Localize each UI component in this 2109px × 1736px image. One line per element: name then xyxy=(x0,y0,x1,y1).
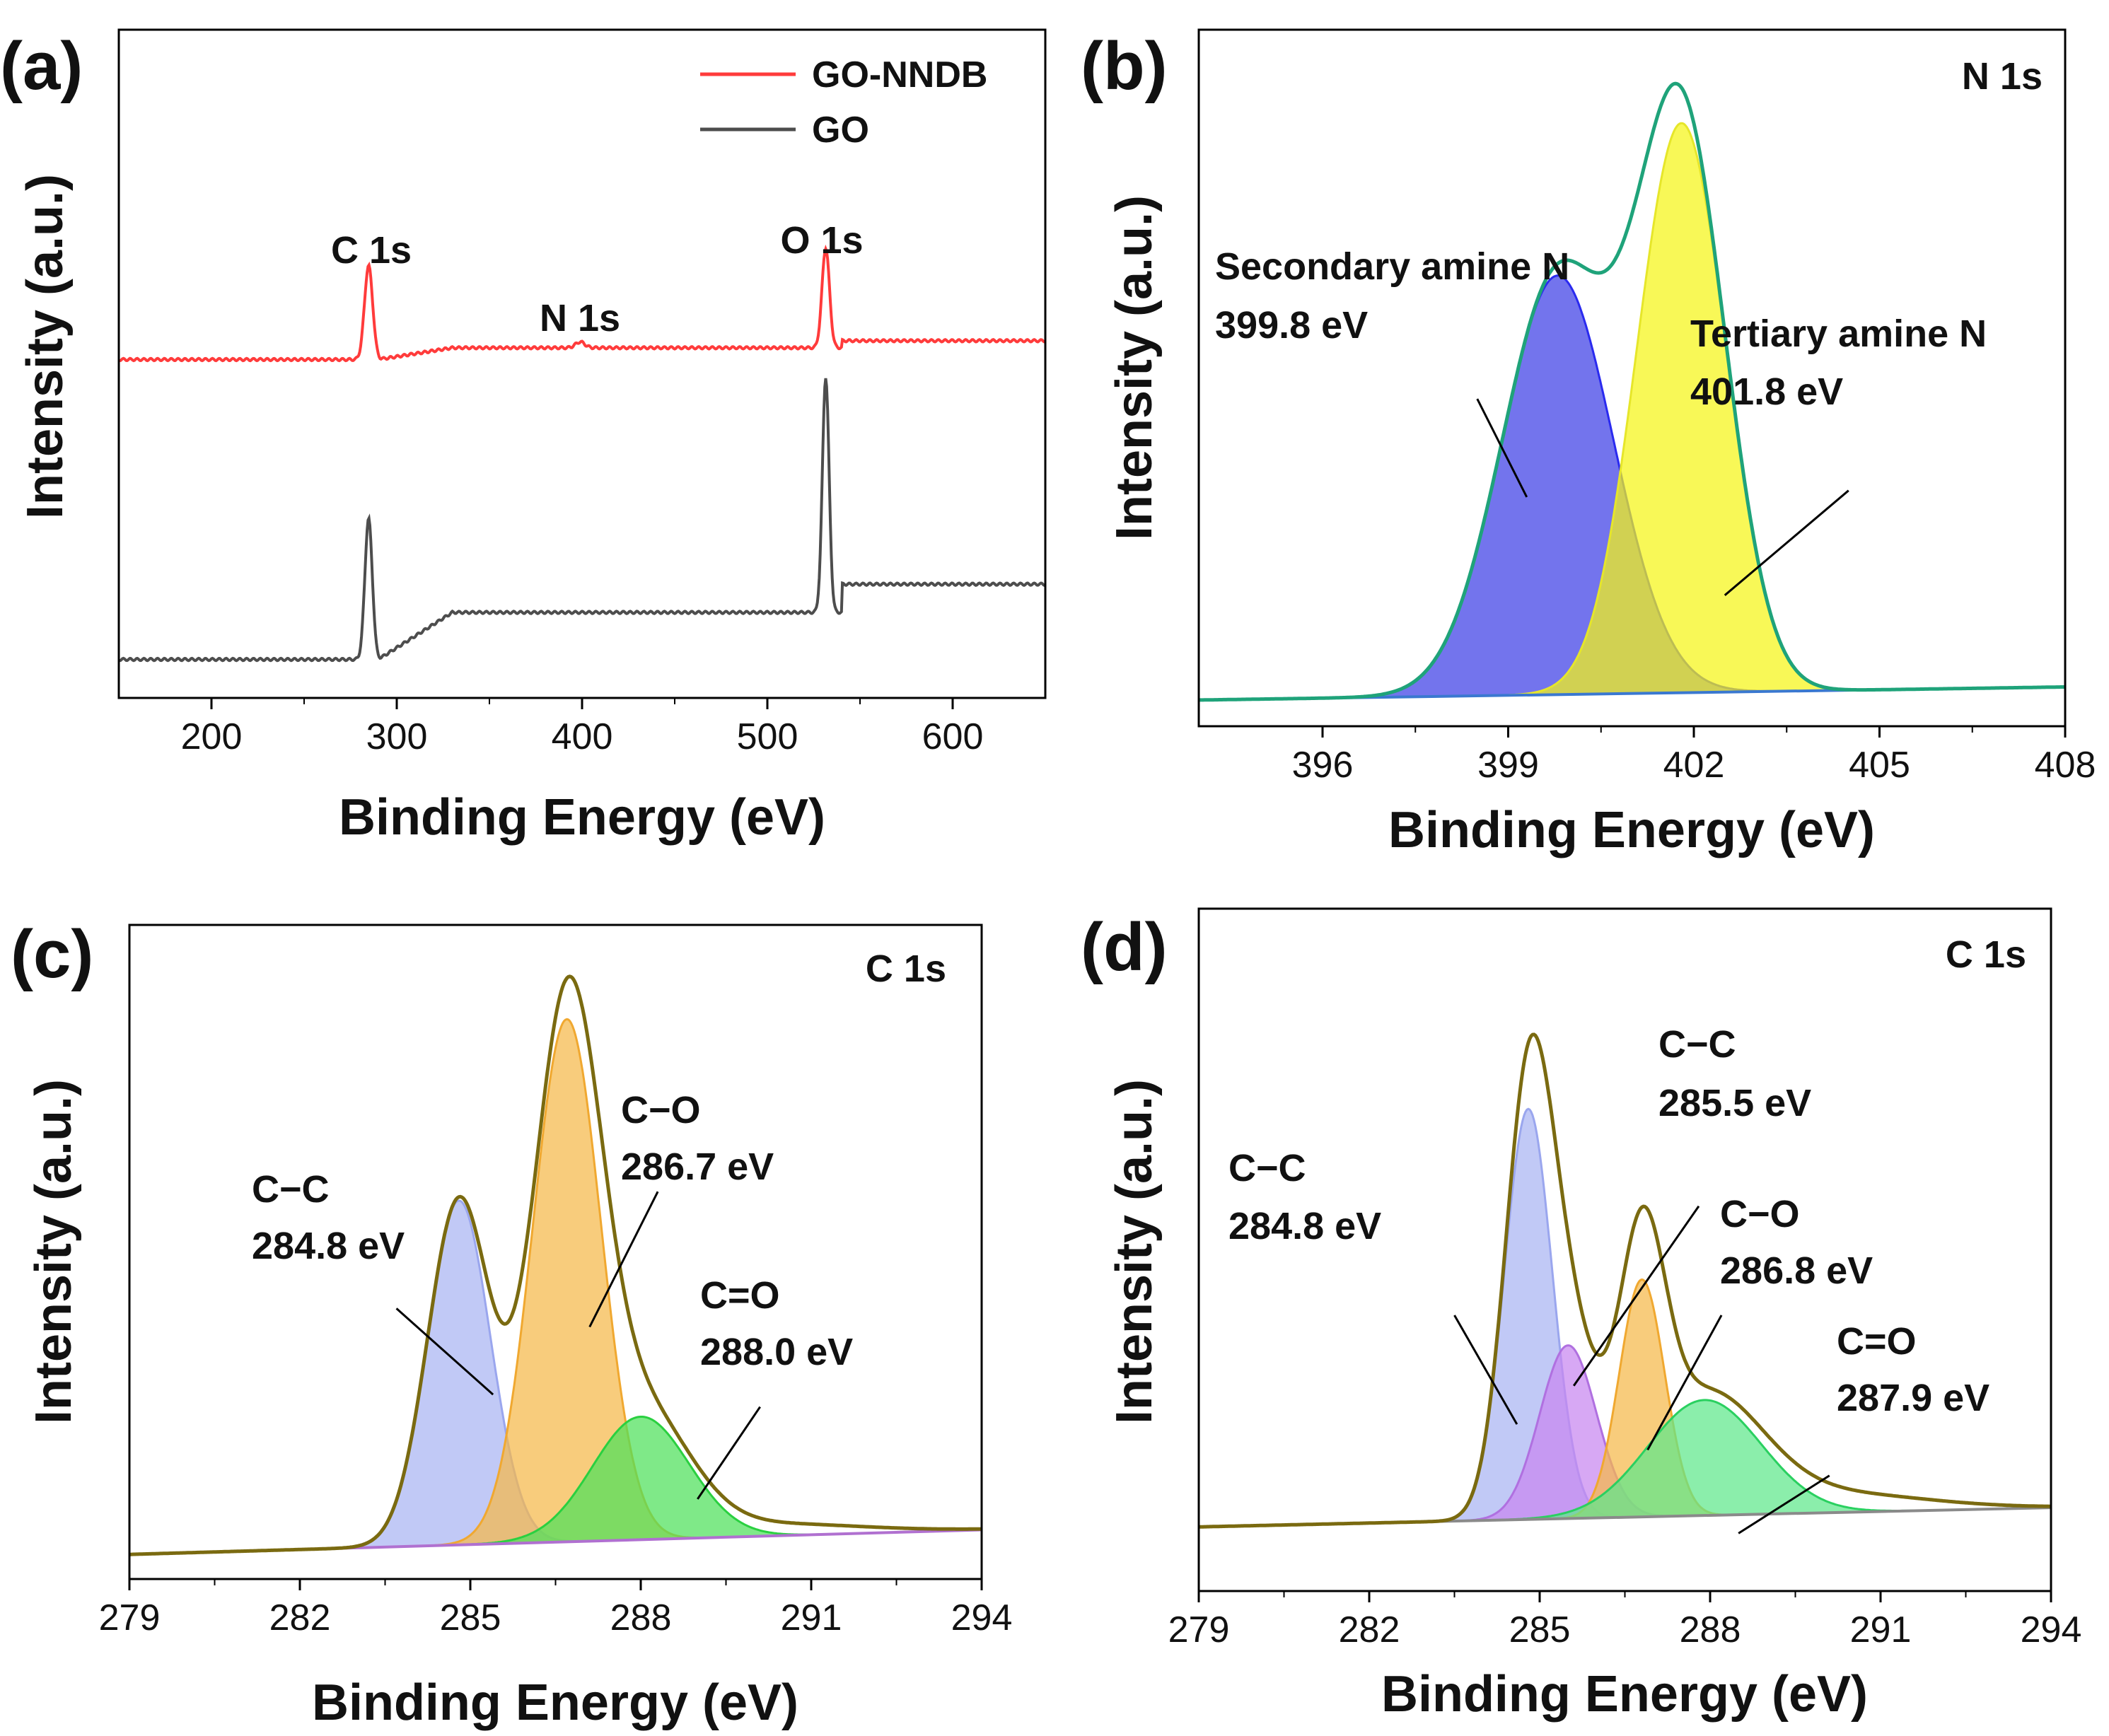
panel-c-x-axis-title: Binding Energy (eV) xyxy=(312,1674,798,1731)
panel-a-y-axis-title: Intensity (a.u.) xyxy=(17,174,74,519)
panel-a-label-c1s: C 1s xyxy=(331,229,412,272)
panel-b-x-tick-label: 408 xyxy=(2035,745,2096,786)
panel-a-series-line-go-nndb xyxy=(117,244,1046,363)
panel-b-annotation-pointer-0 xyxy=(1476,398,1528,498)
panel-c-x-tick-label: 279 xyxy=(99,1597,161,1638)
panel-d-plot-area xyxy=(1198,1032,2052,1534)
panel-d-y-axis-title: Intensity (a.u.) xyxy=(1106,1079,1163,1424)
panel-c-annot-cc-name: C−C xyxy=(252,1168,330,1211)
panel-d-annot-cc1-value: 284.8 eV xyxy=(1228,1205,1381,1247)
panel-b-x-tick-label: 399 xyxy=(1477,745,1539,786)
panel-c-title: C 1s xyxy=(866,948,946,990)
panel-c-y-axis-title: Intensity (a.u.) xyxy=(25,1079,82,1424)
panel-c-x-tick-label: 288 xyxy=(610,1597,672,1638)
panel-d-letter: (d) xyxy=(1081,909,1168,985)
panel-d-annotation-pointer-2 xyxy=(1646,1315,1723,1451)
panel-d-x-axis-title: Binding Energy (eV) xyxy=(1381,1666,1868,1723)
panel-a-plot-area xyxy=(117,244,1046,663)
panel-c-c1s-spectrum: 279 282 285 288 291 294 (c) C 1s Binding Ener… xyxy=(11,916,1012,1731)
panel-c-letter: (c) xyxy=(11,916,93,992)
panel-b-x-ticks: 396 399 402 405 408 xyxy=(1292,726,2096,786)
panel-d-x-tick-label: 291 xyxy=(1850,1609,1912,1650)
panel-a-letter: (a) xyxy=(0,28,83,104)
panel-a-label-o1s: O 1s xyxy=(780,219,863,262)
panel-b-x-axis-title: Binding Energy (eV) xyxy=(1388,802,1875,858)
panel-b-n1s-spectrum: 396 399 402 405 408 (b) N 1s Binding Energy … xyxy=(1081,28,2096,858)
panel-c-component-peak-1 xyxy=(129,1018,982,1556)
panel-a-legend: GO-NNDB GO xyxy=(700,54,987,151)
panel-a-x-tick-label: 500 xyxy=(737,716,798,757)
panel-b-title: N 1s xyxy=(1962,55,2043,98)
panel-a-x-tick-label: 600 xyxy=(922,716,984,757)
panel-c-annotation-pointer-1 xyxy=(588,1191,659,1328)
panel-c-annot-co-value: 286.7 eV xyxy=(621,1146,774,1188)
panel-b-letter: (b) xyxy=(1081,28,1168,104)
panel-b-x-tick-label: 396 xyxy=(1292,745,1354,786)
panel-c-x-tick-label: 291 xyxy=(781,1597,842,1638)
panel-d-annot-co-name: C−O xyxy=(1720,1193,1800,1235)
panel-d-annotation-pointer-1 xyxy=(1572,1205,1700,1387)
panel-d-annotation-pointer-3 xyxy=(1738,1474,1830,1534)
panel-d-c1s-spectrum: 279 282 285 288 291 294 (d) C 1s Binding Ener… xyxy=(1081,907,2082,1723)
panel-d-annot-co-value: 286.8 eV xyxy=(1720,1249,1873,1292)
panel-d-x-ticks: 279 282 285 288 291 294 xyxy=(1168,1591,2082,1650)
panel-b-x-tick-label: 405 xyxy=(1849,745,1910,786)
panel-a-x-tick-label: 200 xyxy=(181,716,243,757)
panel-d-annotation-pointer-0 xyxy=(1453,1315,1518,1425)
panel-d-title: C 1s xyxy=(1946,933,2026,976)
panel-c-x-tick-label: 294 xyxy=(951,1597,1013,1638)
panel-b-annot-tertiary-name: Tertiary amine N xyxy=(1690,313,1987,355)
panel-d-annot-cc2-name: C−C xyxy=(1658,1023,1736,1066)
panel-b-annot-secondary-name: Secondary amine N xyxy=(1215,245,1569,288)
panel-b-annot-tertiary-value: 401.8 eV xyxy=(1690,371,1843,413)
panel-a-label-n1s: N 1s xyxy=(540,297,620,339)
panel-c-annot-co-name: C−O xyxy=(621,1089,701,1131)
panel-b-annot-secondary-value: 399.8 eV xyxy=(1215,304,1368,346)
panel-d-x-tick-label: 285 xyxy=(1509,1609,1571,1650)
panel-a-x-axis-title: Binding Energy (eV) xyxy=(339,789,825,846)
panel-b-annotation-pointer-1 xyxy=(1724,489,1849,596)
panel-c-x-ticks: 279 282 285 288 291 294 xyxy=(99,1579,1013,1638)
panel-d-annot-cc2-value: 285.5 eV xyxy=(1658,1082,1811,1124)
panel-c-annot-cdo-name: C=O xyxy=(700,1274,780,1317)
panel-d-x-tick-label: 288 xyxy=(1680,1609,1741,1650)
panel-b-y-axis-title: Intensity (a.u.) xyxy=(1106,195,1163,540)
legend-label-go-nndb: GO-NNDB xyxy=(812,54,987,95)
panel-a-x-tick-label: 300 xyxy=(366,716,428,757)
panel-b-frame xyxy=(1197,28,2067,728)
panel-a-series-line-go xyxy=(117,378,1046,663)
panel-c-annotation-pointer-0 xyxy=(395,1307,494,1396)
panel-c-annot-cdo-value: 288.0 eV xyxy=(700,1331,853,1373)
panel-d-annot-cdo-name: C=O xyxy=(1837,1320,1917,1363)
panel-c-annot-cc-value: 284.8 eV xyxy=(252,1225,405,1267)
panel-c-x-tick-label: 282 xyxy=(269,1597,331,1638)
panel-b-plot-area xyxy=(1198,81,2066,702)
panel-a-frame xyxy=(117,28,1047,699)
panel-c-x-tick-label: 285 xyxy=(440,1597,501,1638)
panel-b-envelope-line xyxy=(1198,81,2066,702)
legend-label-go: GO xyxy=(812,110,869,151)
panel-d-x-tick-label: 279 xyxy=(1168,1609,1230,1650)
panel-c-annotation-pointer-2 xyxy=(697,1406,761,1500)
panel-d-envelope-line xyxy=(1198,1032,2051,1529)
panel-d-x-tick-label: 282 xyxy=(1339,1609,1400,1650)
panel-d-annot-cdo-value: 287.9 eV xyxy=(1837,1377,1989,1419)
panel-d-annot-cc1-name: C−C xyxy=(1228,1147,1306,1189)
panel-b-x-tick-label: 402 xyxy=(1663,745,1725,786)
panel-a-survey-spectrum: 200 300 400 500 600 (a) Binding Energy (eV) … xyxy=(0,28,1047,846)
panel-d-x-tick-label: 294 xyxy=(2021,1609,2082,1650)
panel-a-x-ticks: 200 300 400 500 600 xyxy=(181,698,984,757)
panel-a-x-tick-label: 400 xyxy=(552,716,613,757)
panel-c-envelope-line xyxy=(129,974,982,1556)
